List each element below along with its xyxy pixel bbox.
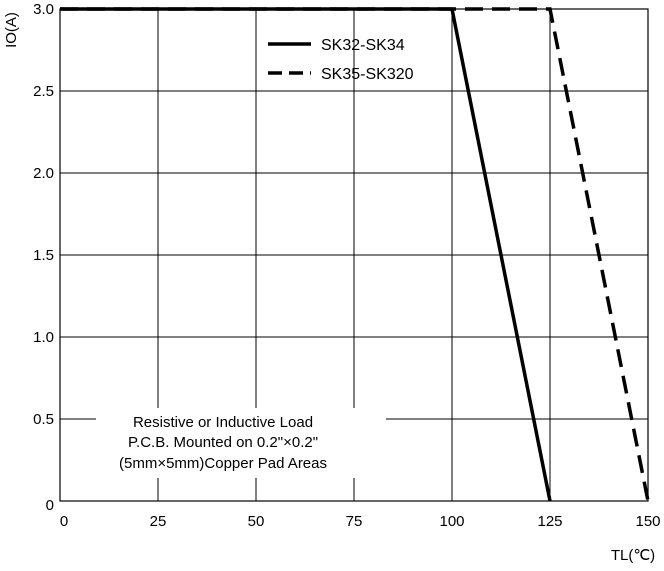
annotation-background: [96, 408, 386, 478]
x-tick-label: 75: [346, 513, 363, 530]
x-tick-label: 25: [150, 513, 167, 530]
legend: SK32-SK34 SK35-SK320: [268, 37, 414, 83]
y-tick-label: 0: [46, 497, 54, 514]
x-tick-label: 100: [439, 513, 464, 530]
x-tick-label: 125: [537, 513, 562, 530]
legend-label-sk35-sk320: SK35-SK320: [321, 66, 414, 83]
x-tick-label: 50: [248, 513, 265, 530]
y-tick-label: 1.0: [33, 329, 54, 346]
y-tick-label: 2.0: [33, 165, 54, 182]
y-tick-label: 1.5: [33, 247, 54, 264]
series-layer: [59, 7, 650, 502]
legend-label-sk32-sk34: SK32-SK34: [321, 37, 405, 54]
tick-labels: 0 25 50 75 100 125 150 0 0.5 1.0 1.5 2.0 2.5 3.0: [33, 1, 660, 530]
annotation-line-1: Resistive or Inductive Load: [133, 414, 313, 431]
x-axis-title: TL(℃): [611, 547, 655, 564]
y-tick-label: 3.0: [33, 1, 54, 18]
annotation-layer: Resistive or Inductive Load P.C.B. Mount…: [96, 408, 386, 478]
annotation-line-3: (5mm×5mm)Copper Pad Areas: [119, 455, 327, 472]
y-axis-title: IO(A): [3, 12, 20, 48]
x-tick-label: 150: [635, 513, 660, 530]
y-tick-label: 0.5: [33, 411, 54, 428]
y-tick-label: 2.5: [33, 83, 54, 100]
x-tick-label: 0: [60, 513, 68, 530]
annotation-line-2: P.C.B. Mounted on 0.2"×0.2": [128, 434, 318, 451]
